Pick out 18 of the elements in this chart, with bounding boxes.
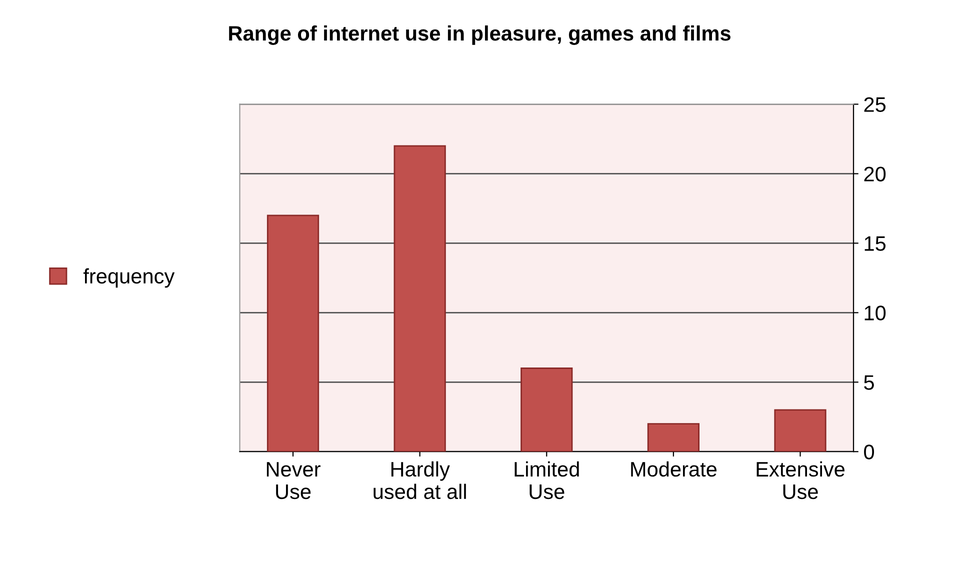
y-tick-label: 20 [864, 166, 886, 182]
y-tick-label: 25 [864, 97, 886, 112]
bar [520, 368, 573, 452]
legend-label: frequency [83, 268, 175, 288]
bar [394, 145, 446, 452]
x-tick-label: Hardly used at all [374, 461, 466, 500]
bar [774, 409, 826, 452]
bar [266, 214, 320, 452]
y-tick-label: 0 [864, 444, 874, 460]
x-tick-label: Extensive Use [756, 461, 844, 500]
bar [647, 423, 700, 452]
x-tick-label: Never Use [266, 462, 320, 500]
y-tick-label: 5 [864, 375, 874, 390]
x-tick-label: Limited Use [514, 461, 579, 500]
chart-title: Range of internet use in pleasure, games and films [229, 25, 730, 45]
y-tick-label: 15 [864, 236, 886, 251]
x-tick-label: Moderate [631, 461, 717, 477]
y-tick-label: 10 [864, 306, 886, 320]
